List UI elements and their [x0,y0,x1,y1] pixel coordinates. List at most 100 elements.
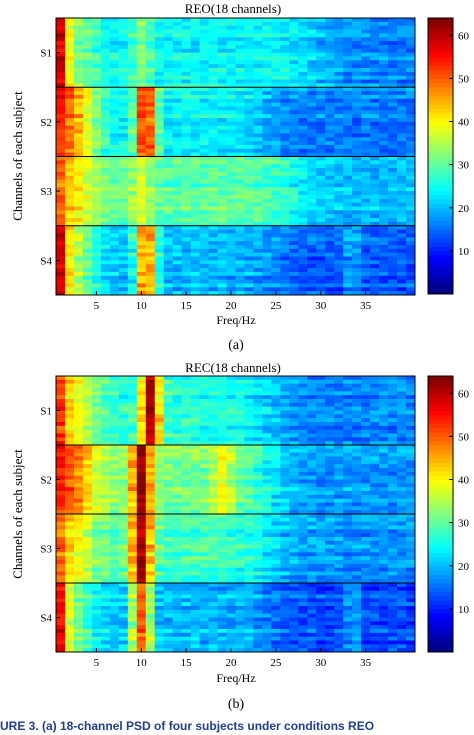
heatmap-cell [397,533,407,538]
heatmap-cell [163,110,174,115]
heatmap-cell [280,498,290,503]
heatmap-cell [73,521,84,526]
heatmap-cell [136,491,147,496]
heatmap-cell [145,560,156,565]
heatmap-cell [163,141,174,146]
heatmap-cell [370,445,380,450]
heatmap-cell [64,399,75,404]
heatmap-cell [82,268,93,273]
heatmap-cell [100,452,111,457]
heatmap-cell [181,437,192,442]
heatmap-cell [199,214,209,219]
heatmap-cell [226,275,236,281]
heatmap-cell [154,376,165,381]
heatmap-cell [145,68,156,73]
heatmap-cell [316,68,326,73]
heatmap-cell [73,141,84,146]
heatmap-cell [280,452,290,457]
colorbar-segment [428,65,453,71]
heatmap-cell [271,483,281,488]
heatmap-cell [217,399,227,404]
heatmap-cell [370,68,380,73]
heatmap-cell [262,118,272,123]
heatmap-cell [100,556,111,561]
heatmap-cell [325,21,335,27]
heatmap-cell [199,544,209,549]
heatmap-cell [91,468,102,473]
heatmap-cell [136,152,147,157]
heatmap-cell [118,187,129,192]
heatmap-cell [397,56,407,61]
heatmap-cell [262,391,272,396]
colorbar-segment [428,69,453,75]
heatmap-cell [73,225,84,230]
heatmap-cell [316,491,326,496]
heatmap-cell [262,110,272,115]
heatmap-cell [226,475,236,480]
heatmap-cell [217,241,227,246]
heatmap-cell [406,121,416,127]
heatmap-cell [56,533,66,538]
heatmap-cell [244,268,254,273]
heatmap-cell [271,387,281,392]
heatmap-cell [82,437,93,442]
heatmap-cell [262,498,272,503]
heatmap-cell [262,44,272,50]
heatmap-cell [82,152,93,157]
heatmap-cell [235,71,245,77]
heatmap-cell [163,25,174,30]
heatmap-cell [154,214,165,219]
heatmap-cell [316,552,326,557]
heatmap-cell [379,56,389,61]
heatmap-cell [406,445,416,450]
heatmap-cell [370,264,380,269]
heatmap-cell [280,83,290,88]
heatmap-cell [298,114,308,119]
heatmap-cell [397,540,407,546]
heatmap-cell [253,183,263,188]
heatmap-cell [289,118,299,123]
heatmap-cell [109,102,120,107]
heatmap-cell [91,529,102,534]
heatmap-cell [136,114,147,119]
heatmap-cell [208,41,218,46]
heatmap-cell [262,279,272,284]
heatmap-cell [190,418,201,423]
heatmap-cell [316,441,326,446]
heatmap-cell [253,506,263,511]
heatmap-cell [181,218,192,223]
heatmap-cell [307,229,317,234]
heatmap-cell [145,418,156,423]
heatmap-cell [280,179,290,184]
heatmap-cell [406,471,416,477]
heatmap-cell [262,395,272,400]
heatmap-cell [316,144,326,150]
heatmap-cell [64,402,75,408]
heatmap-cell [127,529,138,534]
heatmap-cell [325,29,335,34]
heatmap-cell [334,544,344,549]
heatmap-cell [154,52,165,57]
heatmap-cell [118,168,129,173]
heatmap-cell [100,194,111,200]
heatmap-cell [199,529,209,534]
heatmap-cell [56,137,66,142]
heatmap-cell [136,191,147,196]
heatmap-cell [82,64,93,69]
heatmap-cell [82,79,93,84]
heatmap-cell [289,425,299,431]
heatmap-cell [253,379,263,385]
heatmap-cell [397,487,407,492]
heatmap-cell [145,168,156,173]
heatmap-cell [136,498,147,503]
heatmap-cell [271,441,281,446]
heatmap-cell [325,79,335,84]
heatmap-cell [244,248,254,254]
heatmap-cell [361,494,371,500]
heatmap-cell [73,37,84,42]
heatmap-cell [136,514,147,519]
heatmap-cell [154,491,165,496]
heatmap-cell [406,244,416,250]
heatmap-cell [100,529,111,534]
heatmap-cell [163,379,174,385]
